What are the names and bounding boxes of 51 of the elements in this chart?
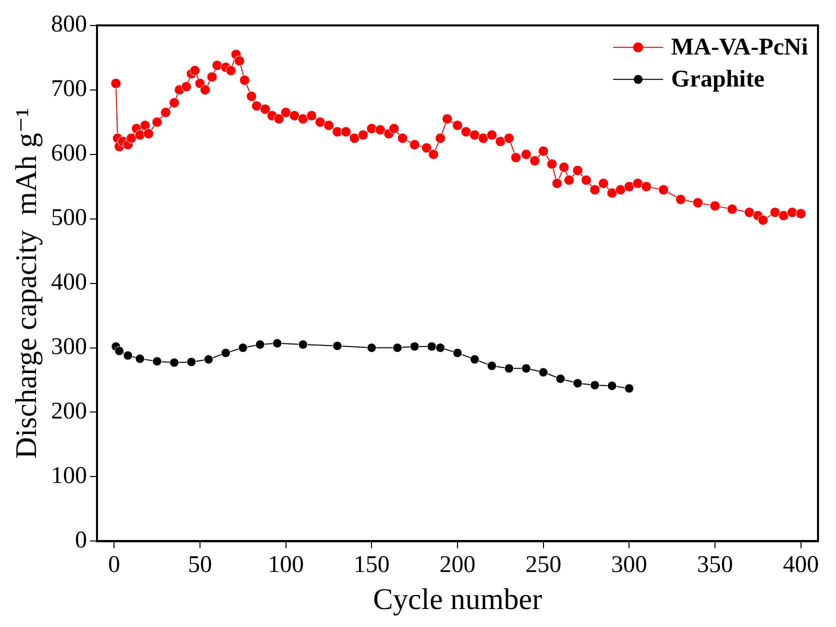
point [221, 348, 230, 358]
point [521, 364, 531, 374]
x-tick-label: 300 [611, 552, 648, 578]
legend-label: Graphite [671, 66, 765, 93]
y-tick-label: 500 [51, 205, 87, 232]
point [624, 384, 634, 394]
x-tick-label: 50 [188, 552, 212, 578]
point [135, 354, 145, 364]
y-tick-label: 100 [51, 463, 87, 490]
point [572, 378, 582, 388]
point [298, 340, 308, 350]
point [538, 368, 548, 378]
point [272, 338, 282, 348]
point [332, 341, 342, 351]
point [238, 343, 248, 353]
point [152, 356, 162, 366]
point [186, 357, 196, 367]
y-tick-label: 400 [51, 270, 87, 296]
point [366, 343, 376, 353]
legend-label: MA-VA-PcNi [671, 34, 808, 61]
point [504, 364, 514, 374]
y-tick-label: 700 [51, 76, 87, 102]
point [436, 343, 446, 353]
x-axis-title: Cycle number [372, 582, 542, 616]
y-tick-label: 300 [51, 334, 87, 360]
y-axis-title: Discharge capacity mAh g⁻¹ [10, 108, 43, 459]
point [607, 381, 617, 391]
point [556, 374, 566, 384]
x-tick-label: 250 [525, 552, 562, 578]
point [470, 354, 480, 364]
x-tick-label: 0 [108, 552, 120, 578]
point [114, 346, 124, 356]
point [487, 361, 497, 371]
x-tick-label: 150 [354, 552, 390, 578]
point [392, 343, 402, 353]
point [410, 342, 420, 352]
y-tick-label: 800 [51, 12, 87, 38]
x-tick-label: 200 [440, 552, 476, 578]
point [452, 348, 462, 358]
point [427, 342, 436, 352]
point [204, 354, 214, 364]
y-tick-label: 200 [51, 398, 87, 425]
y-tick-label: 600 [51, 140, 87, 167]
x-tick-label: 400 [782, 552, 819, 578]
x-tick-label: 350 [697, 552, 733, 578]
point [590, 380, 600, 390]
y-tick-label: 0 [75, 527, 87, 554]
point [170, 358, 179, 368]
point [255, 340, 265, 350]
x-tick-label: 100 [268, 552, 304, 578]
point [123, 350, 133, 360]
